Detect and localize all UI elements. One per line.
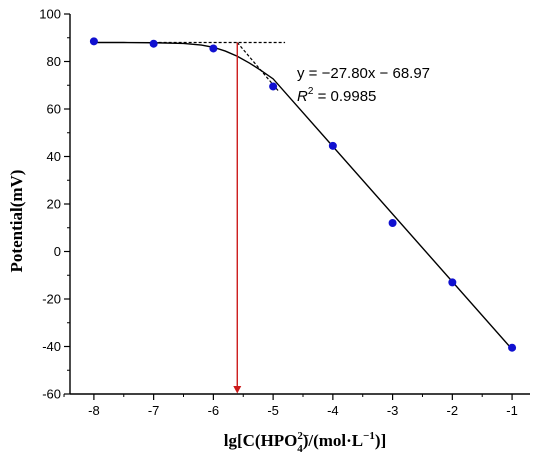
x-tick-label-1: -7 [148, 403, 160, 418]
x-tick-label-3: -5 [267, 403, 279, 418]
x-tick-label-0: -8 [88, 403, 100, 418]
x-title-sup: 2− [297, 430, 309, 442]
r2-symbol: R [297, 88, 308, 105]
y-tick-label-7: 80 [47, 54, 61, 69]
fit-curve [93, 41, 513, 350]
x-tick-label-7: -1 [506, 403, 518, 418]
data-point-7 [508, 343, 517, 352]
y-tick-label-5: 40 [47, 149, 61, 164]
x-tick-label-5: -3 [387, 403, 399, 418]
x-title-suffix: )] [375, 431, 386, 450]
x-tick-label-4: -4 [327, 403, 339, 418]
x-tick-label-6: -2 [447, 403, 459, 418]
y-ticks: -60 -40 -20 0 20 40 60 80 100 [39, 7, 70, 402]
detection-limit-arrowhead [233, 386, 242, 394]
x-title-prefix: lg[C(HPO [224, 431, 298, 450]
y-tick-label-0: -60 [42, 387, 61, 402]
y-tick-label-6: 60 [47, 102, 61, 117]
y-tick-label-2: -20 [42, 292, 61, 307]
x-title-exp: −1 [363, 430, 375, 442]
fit-r-squared: R2 = 0.9985 [297, 86, 376, 105]
x-title-sub: 4 [297, 443, 303, 455]
r2-value: = 0.9985 [313, 88, 376, 105]
extrapolation-dashed-line [236, 42, 280, 93]
y-tick-label-4: 20 [47, 197, 61, 212]
data-point-1 [149, 39, 158, 48]
fit-equation: y = −27.80x − 68.97 [297, 65, 430, 82]
axes: -60 -40 -20 0 20 40 60 80 100 -8 -7 -6 -5 -4 -3 -2 -1 [39, 7, 530, 418]
r2-exponent: 2 [308, 86, 314, 97]
data-point-5 [388, 219, 397, 227]
y-tick-label-3: 0 [54, 244, 61, 259]
data-point-6 [448, 278, 457, 287]
data-point-4 [328, 141, 337, 150]
x-title-middle: )/(mol·L [303, 431, 363, 450]
y-tick-label-1: -40 [42, 339, 61, 354]
y-axis-title: Potential(mV) [7, 170, 26, 273]
plot-area [89, 37, 517, 394]
x-ticks: -8 -7 -6 -5 -4 -3 -2 -1 [63, 394, 518, 418]
x-axis-title: lg[C(HPO2− 4)/(mol·L−1)] [224, 430, 387, 455]
data-point-3 [269, 82, 278, 91]
data-point-0 [89, 37, 98, 46]
x-tick-label-2: -6 [208, 403, 220, 418]
data-points [89, 37, 517, 352]
data-point-2 [209, 44, 218, 53]
y-tick-label-8: 100 [39, 7, 61, 22]
